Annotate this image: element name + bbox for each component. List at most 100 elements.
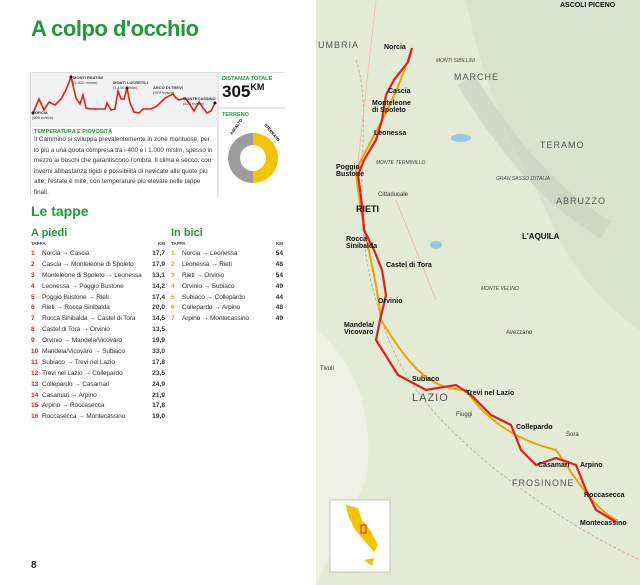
map-label-leonessa: Leonessa [374,130,407,137]
stage-number: 11 [31,358,38,366]
stage-row: 16 Roccasecca → Montecassino 19,0 [31,411,165,422]
stage-route: Monteleone di Spoleto → Leonessa [42,271,142,279]
peak-trevi-alt: (970 m/slm) [153,89,175,95]
stage-number: 5 [31,293,35,301]
peak-montecassino-alt: (520 m/slm) [183,100,205,106]
stage-route: Casamari → Arpino [42,391,97,399]
elevation-line [32,74,216,115]
stage-km: 14,2 [152,282,165,290]
stage-route: Arpino → Roccasecca [42,402,105,410]
stage-number: 5 [171,293,175,301]
stage-row: 11 Subiaco → Trevi nel Lazio 17,8 [31,357,165,368]
foot-title: A piedi [31,227,68,239]
stage-km: 48 [275,304,283,312]
stage-number: 12 [31,369,39,377]
stage-km: 13,1 [152,271,165,279]
stage-route: Rieti → Orvinio [182,271,225,279]
stage-number: 10 [31,347,39,355]
map-label-frosinone: FROSINONE [512,478,575,488]
stage-km: 17,8 [152,358,165,366]
map-label-arpino: Arpino [580,462,603,469]
stage-km: 54 [275,271,283,279]
stage-km: 19,9 [152,337,165,345]
page-title: A colpo d'occhio [31,16,199,41]
map-label-poggio: Poggio Bustone [336,164,364,178]
stage-route: Trevi nel Lazio → Collepardo [42,369,123,377]
stage-km: 17,4 [152,293,165,301]
map-graphic [316,0,640,585]
map-label-velino: MONTE VELINO [481,286,519,292]
map-label-montecassino: Montecassino [580,520,627,527]
map-label-avezzano: Avezzano [506,330,533,336]
bike-stages: In bici TAPPA KM 1 Norcia → Leonessa 54 2 Leo… [171,227,283,324]
distance-unit: KM [250,82,265,92]
map-label-norcia: Norcia [384,44,406,51]
map-label-monteleone: Monteleone di Spoleto [372,100,411,114]
stage-km: 17,9 [152,260,165,268]
map-label-sibillini: MONTI SIBILLINI [436,58,475,64]
stage-km: 44 [275,293,283,301]
climate-text: Il Cammino si sviluppa prevalentemente i… [34,136,213,196]
stage-route: Collepardo → Casamari [42,380,110,388]
stage-row: 6 Rieti → Rocca Sinibalda 20,0 [31,302,165,313]
stage-number: 4 [31,282,35,290]
map-label-cascia: Cascia [388,88,411,95]
map-label-aquila: L'AQUILA [522,232,560,241]
map-label-orvinio: Orvinio [378,298,403,305]
elevation-profile: NORCIA (600 m/slm) MONTI REATINI (1.510 m/… [31,73,217,125]
distance-label: DISTANZA TOTALE [222,76,273,82]
stage-number: 8 [31,326,35,334]
stage-row: 5 Poggio Bustone → Rieti 17,4 [31,292,165,303]
map-label-teramo: TERAMO [540,140,585,150]
stage-number: 1 [171,249,175,257]
route-map: ASCOLI PICENO UMBRIA MARCHE MONTI SIBILL… [316,0,640,585]
stage-route: Subiaco → Trevi nel Lazio [42,358,115,366]
map-label-marche: MARCHE [454,72,500,82]
map-label-sora: Sora [566,432,579,438]
stage-number: 2 [31,260,35,268]
stage-route: Rieti → Rocca Sinibalda [42,304,110,312]
stage-km: 20,0 [152,304,165,312]
peak-montecassino: MONTECASSINO [183,96,216,101]
stage-number: 3 [171,271,175,279]
stage-number: 16 [31,413,39,421]
terrain-box: TERRENO ASFALTO STERRATO [217,107,285,197]
stage-route: Subiaco → Collepardo [182,293,245,301]
map-label-trevi: Trevi nel Lazio [466,390,515,397]
stage-route: Mandela/Vicovaro → Subiaco [42,347,125,355]
stage-km: 19,0 [152,413,165,421]
stage-number: 2 [171,260,175,268]
stage-km: 17,8 [152,402,165,410]
stage-route: Roccasecca → Montecassino [42,413,126,421]
asphalt-segment [228,133,253,183]
bike-title: In bici [171,227,203,239]
peak-norcia-alt: (600 m/slm) [32,114,54,120]
stage-km: 54 [275,249,283,257]
stage-row: 8 Castel di Tora → Orvinio 13,5 [31,324,165,335]
stage-route: Cascia → Monteleone di Spoleto [42,260,134,268]
peak-reatini-alt: (1.510 m/slm) [73,79,98,85]
map-label-casamari: Casamari [538,462,570,469]
map-label-subiaco: Subiaco [412,376,440,383]
peak-trevi: ARCO DI TREVI [153,85,183,90]
stage-row: 1 Norcia → Cascia 17,7 [31,248,165,259]
stage-km: 24,9 [152,380,165,388]
stage-route: Orvinio → Mandela/Vicovaro [42,337,122,345]
peak-norcia: NORCIA [32,110,48,115]
stage-row: 2 Leonessa → Rieti 48 [171,259,283,270]
italy-inset [346,505,378,566]
stage-row: 14 Casamari → Arpino 21,9 [31,390,165,401]
stage-route: Rocca Sinibalda → Castel di Tora [42,315,136,323]
stage-number: 14 [31,391,39,399]
map-label-abruzzo: ABRUZZO [556,196,607,206]
stage-number: 4 [171,282,175,290]
stage-route: Leonessa → Poggio Bustone [42,282,124,290]
foot-col-stage: TAPPA [31,241,46,246]
map-label-mandela: Mandela/ Vicovaro [344,322,374,336]
overview-panel: NORCIA (600 m/slm) MONTI REATINI (1.510 m/… [30,72,285,197]
stage-km: 13,5 [152,326,165,334]
map-label-lazio: LAZIO [412,392,449,404]
map-label-gransasso: GRAN SASSO D'ITALIA [496,176,550,182]
stage-km: 14,5 [152,315,165,323]
stage-number: 6 [171,304,175,312]
